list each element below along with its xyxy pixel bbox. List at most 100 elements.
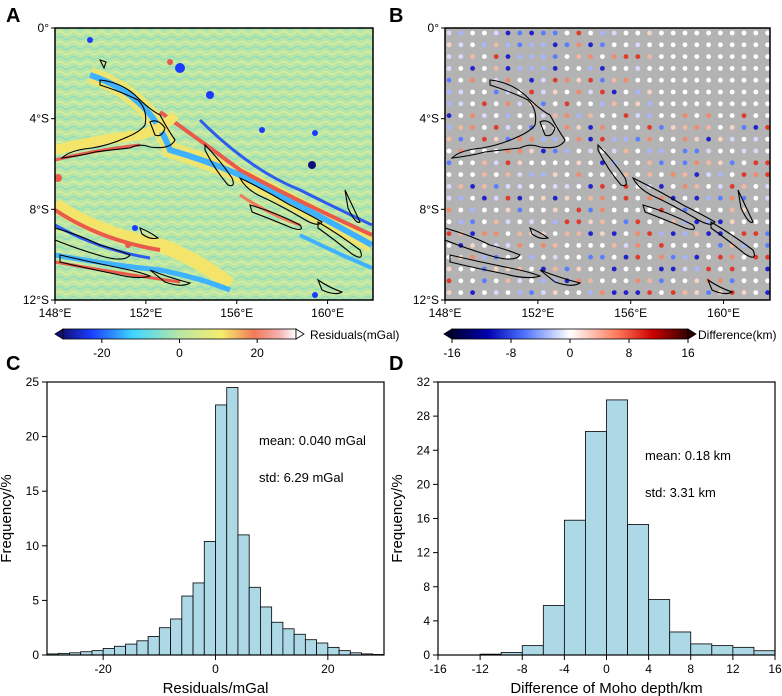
difference-dot	[505, 184, 511, 189]
difference-dot	[706, 136, 711, 142]
difference-dot	[517, 278, 523, 284]
colorbar_B-tick-label: -16	[443, 346, 461, 360]
histogram-bar	[563, 519, 586, 656]
difference-dot	[541, 231, 546, 237]
difference-dot	[600, 125, 605, 130]
difference-dot	[729, 125, 735, 130]
difference-dot	[670, 42, 676, 48]
difference-dot	[706, 172, 711, 178]
difference-dot	[541, 290, 546, 295]
difference-dot	[529, 89, 534, 95]
difference-dot	[600, 160, 605, 166]
difference-dot	[659, 148, 664, 154]
lat-label-A: 4°S	[30, 112, 49, 126]
difference-dot	[741, 290, 747, 295]
difference-dot	[458, 125, 464, 130]
difference-dot	[670, 172, 676, 178]
stat-annotation: mean: 0.040 mGal	[259, 433, 366, 448]
difference-dot	[753, 148, 759, 154]
difference-dot	[765, 184, 770, 189]
difference-dot	[647, 290, 652, 295]
y-tick-label: 0	[423, 648, 430, 662]
difference-dot	[670, 207, 676, 213]
difference-dot	[446, 125, 452, 130]
difference-dot	[753, 184, 759, 189]
histogram-bar	[114, 645, 127, 656]
lat-label-A: 12°S	[23, 293, 49, 307]
difference-dot	[765, 172, 770, 178]
difference-dot	[470, 89, 475, 95]
difference-dot	[529, 113, 534, 118]
difference-dot	[659, 136, 664, 142]
difference-dot	[659, 266, 664, 272]
difference-dot	[541, 278, 546, 284]
difference-dot	[670, 148, 676, 154]
difference-dot	[694, 101, 700, 107]
difference-dot	[753, 89, 759, 95]
difference-dot	[682, 77, 688, 83]
difference-dot	[611, 184, 617, 189]
difference-dot	[682, 54, 688, 59]
difference-dot	[694, 136, 700, 142]
difference-dot	[576, 195, 582, 201]
difference-dot	[529, 136, 534, 142]
difference-dot	[718, 254, 723, 260]
difference-dot	[623, 207, 629, 213]
y-tick-label: 25	[26, 375, 40, 389]
difference-dot	[600, 207, 605, 213]
difference-dot	[470, 160, 475, 166]
difference-dot	[611, 101, 617, 107]
difference-dot	[576, 77, 582, 83]
difference-dot	[706, 195, 711, 201]
difference-dot	[718, 125, 723, 130]
colorbar_B-tick-label: 0	[567, 346, 574, 360]
difference-dot	[446, 243, 452, 248]
difference-dot	[564, 89, 570, 95]
difference-dot	[753, 219, 759, 225]
difference-dot	[541, 148, 546, 154]
difference-dot	[493, 290, 499, 295]
difference-dot	[482, 195, 487, 201]
difference-dot	[505, 290, 511, 295]
difference-dot	[493, 42, 499, 48]
difference-dot	[718, 136, 723, 142]
residual-map	[54, 27, 374, 301]
difference-dot	[718, 231, 723, 237]
difference-dot	[588, 54, 593, 59]
difference-dot	[706, 219, 711, 225]
difference-dot	[729, 54, 735, 59]
difference-dot	[505, 113, 511, 118]
histogram-bar	[215, 404, 228, 656]
difference-dot	[765, 243, 770, 248]
difference-dot	[765, 266, 770, 272]
difference-dot	[659, 113, 664, 118]
difference-dot	[718, 195, 723, 201]
difference-dot	[517, 77, 523, 83]
difference-dot	[517, 231, 523, 237]
difference-dot	[623, 66, 629, 71]
difference-dot	[552, 148, 558, 154]
difference-dot	[458, 160, 464, 166]
difference-dot	[611, 89, 617, 95]
difference-dot	[446, 113, 452, 118]
difference-dot	[576, 113, 582, 118]
colorbar-difference-label: Difference(km)	[698, 328, 776, 342]
difference-dot	[493, 30, 499, 36]
difference-dot	[611, 77, 617, 83]
difference-dot	[635, 54, 641, 59]
difference-dot	[694, 195, 700, 201]
difference-dot	[482, 30, 487, 36]
difference-dot	[635, 160, 641, 166]
difference-dot	[659, 125, 664, 130]
difference-dot	[670, 266, 676, 272]
difference-dot	[446, 54, 452, 59]
difference-dot	[505, 101, 511, 107]
difference-dot	[718, 77, 723, 83]
difference-dot	[576, 101, 582, 107]
difference-dot	[718, 184, 723, 189]
difference-dot	[470, 42, 475, 48]
difference-dot	[729, 66, 735, 71]
difference-dot	[623, 290, 629, 295]
difference-dot	[647, 101, 652, 107]
difference-dot	[505, 219, 511, 225]
